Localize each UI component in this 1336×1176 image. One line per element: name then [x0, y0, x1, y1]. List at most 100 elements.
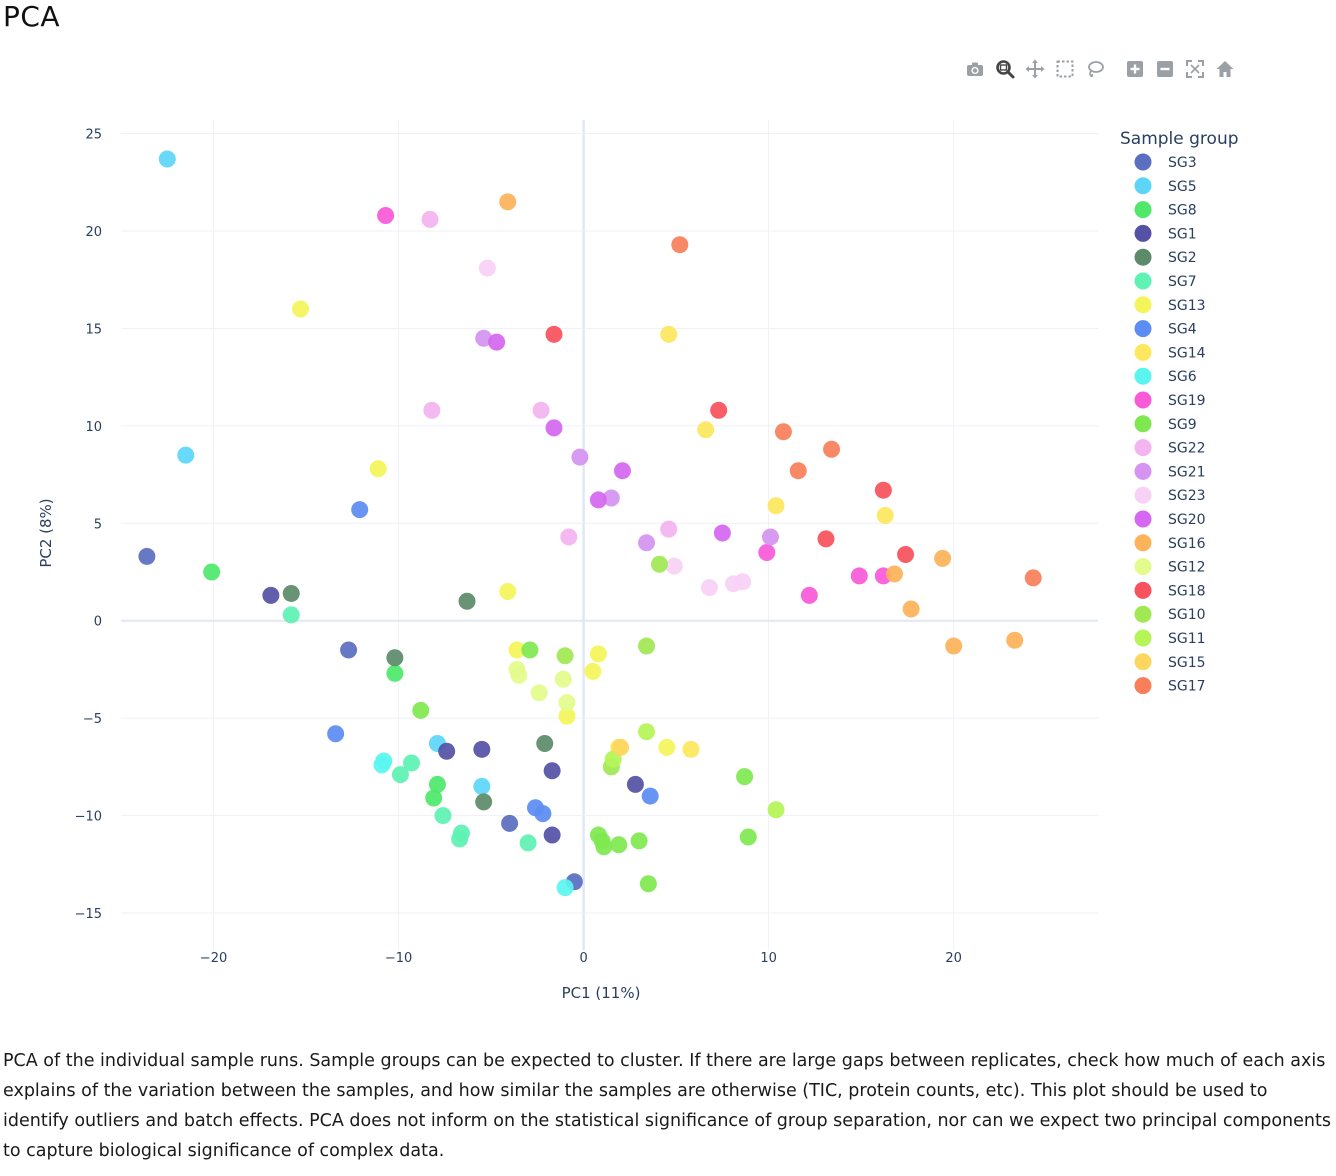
data-point-sg3[interactable]: [138, 547, 156, 565]
legend-item-sg11[interactable]: SG11: [1134, 629, 1206, 648]
data-point-sg23[interactable]: [665, 557, 683, 575]
legend-item-sg5[interactable]: SG5: [1134, 177, 1197, 195]
data-point-sg5[interactable]: [473, 777, 491, 795]
data-point-sg1[interactable]: [543, 826, 561, 844]
data-point-sg20[interactable]: [589, 491, 607, 509]
data-point-sg16[interactable]: [945, 637, 963, 655]
data-point-sg10[interactable]: [556, 647, 574, 665]
data-point-sg13[interactable]: [589, 645, 607, 663]
data-point-sg13[interactable]: [291, 300, 309, 318]
data-point-sg22[interactable]: [532, 401, 550, 419]
data-point-sg12[interactable]: [554, 670, 572, 688]
data-point-sg19[interactable]: [377, 206, 395, 224]
data-point-sg9[interactable]: [521, 641, 539, 659]
data-point-sg21[interactable]: [638, 534, 656, 552]
data-point-sg4[interactable]: [641, 787, 659, 805]
data-point-sg7[interactable]: [403, 754, 421, 772]
data-point-sg10[interactable]: [638, 637, 656, 655]
data-point-sg5[interactable]: [158, 150, 176, 168]
data-point-sg8[interactable]: [386, 664, 404, 682]
data-point-sg10[interactable]: [650, 555, 668, 573]
data-point-sg21[interactable]: [571, 448, 589, 466]
data-point-sg2[interactable]: [282, 584, 300, 602]
data-point-sg9[interactable]: [639, 875, 657, 893]
data-point-sg12[interactable]: [530, 684, 548, 702]
data-point-sg14[interactable]: [697, 421, 715, 439]
legend-item-sg23[interactable]: SG23: [1134, 486, 1206, 505]
data-point-sg14[interactable]: [876, 507, 894, 525]
legend-item-sg22[interactable]: SG22: [1134, 439, 1206, 457]
legend-item-sg2[interactable]: SG2: [1134, 248, 1197, 267]
box-select-button[interactable]: [1052, 56, 1078, 82]
legend-item-sg15[interactable]: SG15: [1134, 653, 1206, 671]
data-point-sg8[interactable]: [428, 775, 446, 793]
data-point-sg15[interactable]: [612, 738, 630, 756]
data-point-sg16[interactable]: [885, 565, 903, 583]
data-point-sg14[interactable]: [682, 740, 700, 758]
autoscale-button[interactable]: [1182, 56, 1208, 82]
data-point-sg13[interactable]: [369, 460, 387, 478]
reset-axes-button[interactable]: [1212, 56, 1238, 82]
data-point-sg18[interactable]: [874, 481, 892, 499]
data-point-sg16[interactable]: [499, 193, 517, 211]
legend-item-sg13[interactable]: SG13: [1134, 296, 1206, 314]
data-point-sg17[interactable]: [1024, 569, 1042, 587]
data-point-sg2[interactable]: [536, 734, 554, 752]
data-point-sg2[interactable]: [386, 649, 404, 667]
data-point-sg4[interactable]: [534, 805, 552, 823]
legend-item-sg4[interactable]: SG4: [1134, 320, 1197, 338]
data-point-sg9[interactable]: [610, 836, 628, 854]
legend-item-sg10[interactable]: SG10: [1134, 605, 1206, 624]
data-point-sg3[interactable]: [340, 641, 358, 659]
data-point-sg1[interactable]: [262, 586, 280, 604]
legend[interactable]: Sample group SG3 SG5 SG8 SG1 SG2 SG7 SG13 SG4 SG…: [1120, 129, 1239, 695]
data-point-sg20[interactable]: [488, 333, 506, 351]
data-point-sg18[interactable]: [545, 325, 563, 343]
data-points[interactable]: [138, 150, 1042, 897]
lasso-select-button[interactable]: [1082, 56, 1108, 82]
data-point-sg3[interactable]: [501, 814, 519, 832]
data-point-sg2[interactable]: [475, 793, 493, 811]
data-point-sg21[interactable]: [602, 489, 620, 507]
data-point-sg17[interactable]: [789, 462, 807, 480]
data-point-sg14[interactable]: [767, 497, 785, 515]
data-point-sg4[interactable]: [351, 501, 369, 519]
data-point-sg1[interactable]: [438, 742, 456, 760]
data-point-sg13[interactable]: [584, 662, 602, 680]
data-point-sg16[interactable]: [1006, 631, 1024, 649]
data-point-sg4[interactable]: [327, 725, 345, 743]
data-point-sg19[interactable]: [758, 544, 776, 562]
data-point-sg22[interactable]: [660, 520, 678, 538]
data-point-sg1[interactable]: [473, 740, 491, 758]
data-point-sg11[interactable]: [767, 801, 785, 819]
data-point-sg12[interactable]: [510, 666, 528, 684]
data-point-sg7[interactable]: [282, 606, 300, 624]
data-point-sg16[interactable]: [934, 549, 952, 567]
legend-item-sg12[interactable]: SG12: [1134, 558, 1206, 576]
legend-item-sg19[interactable]: SG19: [1134, 391, 1206, 410]
data-point-sg19[interactable]: [800, 586, 818, 604]
data-point-sg22[interactable]: [423, 401, 441, 419]
data-point-sg16[interactable]: [902, 600, 920, 618]
data-point-sg1[interactable]: [626, 775, 644, 793]
camera-button[interactable]: [962, 56, 988, 82]
data-point-sg11[interactable]: [638, 723, 656, 741]
legend-item-sg6[interactable]: SG6: [1134, 367, 1197, 386]
data-point-sg17[interactable]: [671, 236, 689, 254]
data-point-sg14[interactable]: [660, 325, 678, 343]
data-point-sg21[interactable]: [475, 329, 493, 347]
data-point-sg13[interactable]: [558, 707, 576, 725]
legend-item-sg20[interactable]: SG20: [1134, 510, 1206, 529]
data-point-sg19[interactable]: [850, 567, 868, 585]
data-point-sg9[interactable]: [630, 832, 648, 850]
data-point-sg1[interactable]: [543, 762, 561, 780]
data-point-sg21[interactable]: [761, 528, 779, 546]
legend-item-sg16[interactable]: SG16: [1134, 534, 1206, 552]
data-point-sg18[interactable]: [817, 530, 835, 548]
data-point-sg8[interactable]: [203, 563, 221, 581]
legend-item-sg9[interactable]: SG9: [1134, 415, 1197, 433]
zoom-in-button[interactable]: [1122, 56, 1148, 82]
data-point-sg8[interactable]: [425, 789, 443, 807]
data-point-sg13[interactable]: [508, 641, 526, 659]
data-point-sg18[interactable]: [710, 401, 728, 419]
